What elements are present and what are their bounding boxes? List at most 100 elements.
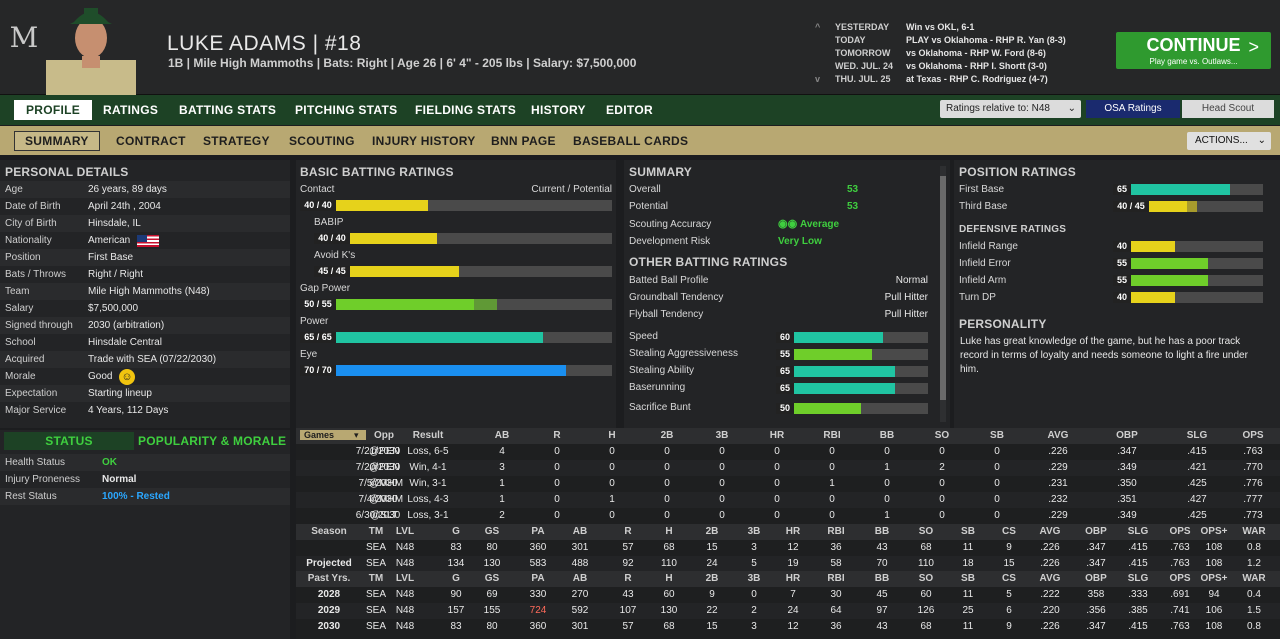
past-cell: 36 xyxy=(830,621,842,632)
detail-label: Acquired xyxy=(5,354,45,365)
scouting-accuracy-label: Scouting Accuracy xyxy=(629,219,712,230)
head-scout-button[interactable]: Head Scout xyxy=(1182,100,1274,118)
tab-contract[interactable]: CONTRACT xyxy=(116,134,186,148)
past-header-cell: SB xyxy=(961,573,975,584)
past-cell: 60 xyxy=(663,589,675,600)
schedule-game: at Texas - RHP C. Rodriguez (4-7) xyxy=(906,74,1048,84)
actions-dropdown[interactable]: ACTIONS... ⌄ xyxy=(1187,132,1271,150)
past-cell: .220 xyxy=(1040,605,1060,616)
past-cell: 11 xyxy=(962,621,974,632)
status-panel: STATUS POPULARITY & MORALE Health Status… xyxy=(0,430,290,639)
past-header-cell: AVG xyxy=(1039,573,1061,584)
season-header-cell: 2B xyxy=(705,526,719,537)
games-cell: 0 xyxy=(664,510,670,521)
games-cell: 0 xyxy=(554,462,560,473)
scouting-accuracy-value: Average xyxy=(800,219,840,230)
tab-profile[interactable]: PROFILE xyxy=(14,100,93,120)
games-cell: .229 xyxy=(1048,510,1068,521)
tab-injury-history[interactable]: INJURY HISTORY xyxy=(372,134,476,148)
season-cell: 92 xyxy=(622,558,634,569)
schedule-row: TODAY PLAY vs Oklahoma - RHP R. Yan (8-3) xyxy=(815,35,1105,48)
season-cell: 19 xyxy=(787,558,799,569)
games-header-cell: 2B xyxy=(660,430,674,441)
tab-scouting[interactable]: SCOUTING xyxy=(289,134,355,148)
season-header-cell: 3B xyxy=(747,526,761,537)
season-cell: 360 xyxy=(529,542,547,553)
batting-rating-bar-track xyxy=(336,200,612,211)
personal-detail-row: Date of Birth April 24th , 2004 xyxy=(0,198,290,215)
personal-detail-row: Age 26 years, 89 days xyxy=(0,181,290,198)
games-cell: .427 xyxy=(1187,494,1207,505)
tab-history[interactable]: HISTORY xyxy=(531,103,586,117)
games-cell: 7/20/2030 xyxy=(355,462,401,473)
continue-label: CONTINUE xyxy=(1146,35,1241,55)
season-cell: .763 xyxy=(1170,542,1190,553)
games-header-cell: AVG xyxy=(1047,430,1069,441)
games-header-cell: Opp xyxy=(374,430,394,441)
tab-batting-stats[interactable]: BATTING STATS xyxy=(179,103,277,117)
personality-title: PERSONALITY xyxy=(959,317,1047,331)
arrow-icon[interactable] xyxy=(815,48,835,61)
batting-rating-name: Contact xyxy=(300,184,335,195)
personal-detail-row: School Hinsdale Central xyxy=(0,334,290,351)
detail-value: Trade with SEA (07/22/2030) xyxy=(88,354,217,365)
player-info: 1B | Mile High Mammoths | Bats: Right | … xyxy=(168,56,637,70)
past-cell: 43 xyxy=(876,621,888,632)
games-header-cell: HR xyxy=(769,430,785,441)
flag-canton xyxy=(137,235,147,242)
past-header-cell: OBP xyxy=(1085,573,1107,584)
past-cell: .763 xyxy=(1170,621,1190,632)
team-logo: M xyxy=(9,21,39,54)
tab-popularity-morale[interactable]: POPULARITY & MORALE xyxy=(138,432,288,450)
season-cell: 12 xyxy=(787,542,799,553)
tab-status[interactable]: STATUS xyxy=(4,432,134,450)
tab-ratings[interactable]: RATINGS xyxy=(103,103,159,117)
past-cell: N48 xyxy=(395,605,415,616)
arrow-icon[interactable] xyxy=(815,35,835,48)
season-cell: 0.8 xyxy=(1247,542,1261,553)
detail-label: Salary xyxy=(5,303,34,314)
past-cell: 157 xyxy=(447,605,465,616)
past-cell: 0 xyxy=(751,589,757,600)
games-cell: 0 xyxy=(884,494,890,505)
continue-button[interactable]: CONTINUE Play game vs. Outlaws... > xyxy=(1116,32,1271,69)
batting-rating-bar-track xyxy=(336,299,612,310)
arrow-icon[interactable]: ^ xyxy=(815,22,821,32)
position-name: Third Base xyxy=(959,201,1008,212)
past-cell: 12 xyxy=(787,621,799,632)
season-cell: N48 xyxy=(395,542,415,553)
tab-pitching-stats[interactable]: PITCHING STATS xyxy=(295,103,398,117)
tab-editor[interactable]: EDITOR xyxy=(606,103,653,117)
schedule-row: WED. JUL. 24 vs Oklahoma - RHP I. Shortt … xyxy=(815,61,1105,74)
arrow-icon[interactable] xyxy=(815,61,835,74)
tab-bnn-page[interactable]: BNN PAGE xyxy=(491,134,556,148)
season-cell: 5 xyxy=(751,558,757,569)
games-cell: .231 xyxy=(1048,478,1068,489)
games-cell: 0 xyxy=(719,446,725,457)
arrow-icon[interactable]: v xyxy=(815,74,821,84)
games-cell: 0 xyxy=(664,446,670,457)
personal-detail-row: Signed through 2030 (arbitration) xyxy=(0,317,290,334)
tab-baseball-cards[interactable]: BASEBALL CARDS xyxy=(573,134,689,148)
personal-details-panel: PERSONAL DETAILS Age 26 years, 89 days Dat… xyxy=(0,160,290,428)
osa-ratings-button[interactable]: OSA Ratings xyxy=(1086,100,1180,118)
season-header-cell: SB xyxy=(961,526,975,537)
games-row: 7/5/2030 @MHM Win, 3-1 1 0 0 0 0 0 1 0 0 0 .231 .350 .4… xyxy=(296,476,1280,492)
tab-strategy[interactable]: STRATEGY xyxy=(203,134,270,148)
summary-scrollbar[interactable] xyxy=(940,166,946,422)
detail-label: Team xyxy=(5,286,30,297)
past-header-cell: CS xyxy=(1002,573,1016,584)
chevron-right-icon: > xyxy=(1248,37,1259,57)
personal-detail-row: Expectation Starting lineup xyxy=(0,385,290,402)
status-value: Normal xyxy=(102,474,137,485)
past-cell: 7 xyxy=(790,589,796,600)
games-cell: .415 xyxy=(1187,446,1207,457)
sub-nav: SUMMARY CONTRACT STRATEGY SCOUTING INJUR… xyxy=(0,126,1280,155)
games-cell: 0 xyxy=(609,510,615,521)
games-cell: 0 xyxy=(939,510,945,521)
games-select[interactable]: Games xyxy=(300,430,366,440)
past-cell: 155 xyxy=(483,605,501,616)
ratings-relative-select[interactable]: Ratings relative to: N48 ⌄ xyxy=(940,100,1081,118)
tab-summary[interactable]: SUMMARY xyxy=(14,131,100,151)
tab-fielding-stats[interactable]: FIELDING STATS xyxy=(415,103,517,117)
